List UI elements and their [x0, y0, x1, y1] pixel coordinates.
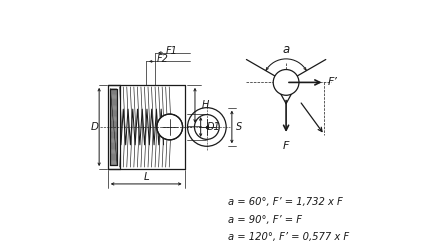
Circle shape	[157, 114, 183, 140]
Circle shape	[273, 69, 299, 95]
Text: S: S	[236, 122, 242, 132]
Text: F2: F2	[157, 54, 168, 64]
Text: D1: D1	[206, 122, 220, 132]
Text: a = 60°, F’ = 1,732 x F: a = 60°, F’ = 1,732 x F	[228, 197, 343, 207]
Text: L: L	[143, 172, 149, 182]
Text: F: F	[283, 141, 289, 151]
Text: a = 90°, F’ = F: a = 90°, F’ = F	[228, 215, 302, 225]
Text: a = 120°, F’ = 0,577 x F: a = 120°, F’ = 0,577 x F	[228, 232, 349, 242]
Text: a: a	[283, 43, 290, 56]
Text: F’: F’	[328, 77, 338, 87]
Text: F1: F1	[166, 46, 178, 56]
Text: H: H	[201, 100, 209, 110]
Text: D: D	[91, 122, 99, 132]
